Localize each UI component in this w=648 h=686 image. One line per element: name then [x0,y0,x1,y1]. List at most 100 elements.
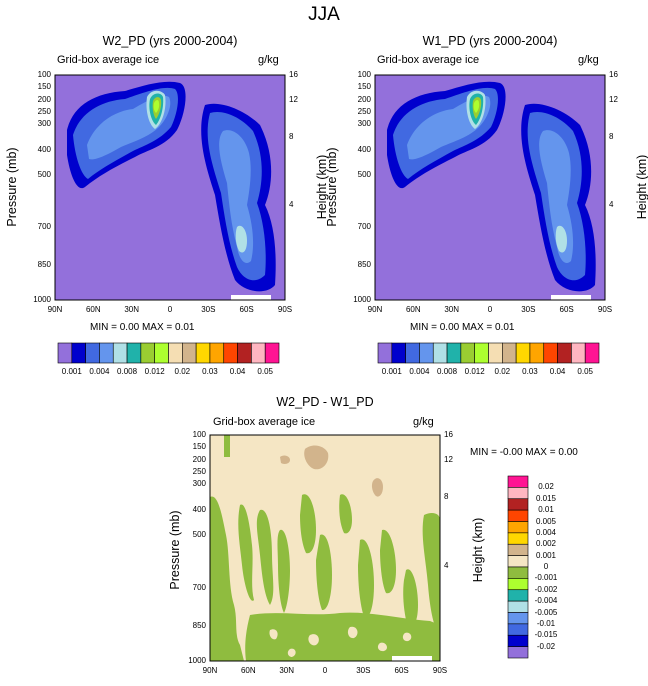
y-tick-label-pressure: 200 [37,95,51,104]
y-tick-label-pressure: 100 [192,430,206,439]
y-tick-label-pressure: 500 [192,530,206,540]
colorbar-swatch [432,342,448,364]
panel3-positive-blob-2 [280,455,290,464]
x-tick-label: 30S [356,666,371,675]
y-tick-label-pressure: 250 [357,107,371,116]
colorbar-swatch [507,634,529,647]
colorbar-level-label: -0.004 [534,596,558,606]
panel3-speckle-3 [347,626,358,639]
panel3-units: g/kg [413,416,434,428]
panel3-negative-region-f [300,494,316,554]
y-tick-label-pressure: 200 [357,95,371,104]
panel2-title: W1_PD (yrs 2000-2004) [422,34,558,48]
colorbar-level-label: 0.001 [61,367,82,376]
y-tick-label-pressure: 500 [37,170,51,179]
panel3-negative-region-j [380,529,396,594]
colorbar-level-label: -0.01 [536,618,556,628]
panel2-plot [374,74,606,301]
colorbar-swatch [507,521,529,534]
panel3-speckle-6 [402,632,412,642]
panel3-subtitle-left: Grid-box average ice [213,416,316,428]
panel3-negative-region-b [210,496,244,661]
panel2-sh-region-pale [555,225,567,253]
colorbar-level-label: 0.015 [535,493,557,503]
colorbar-level-label: 0.002 [535,539,557,549]
x-tick-label: 90N [47,305,63,314]
panel3-colorbar [507,475,529,659]
x-tick-label: 60N [240,666,256,675]
panel1-nh-region-peak [153,100,160,113]
y-tick-label-pressure: 300 [357,119,371,128]
panel1-minmax: MIN = 0.00 MAX = 0.01 [90,322,195,333]
panel3-negative-region-a [224,435,230,457]
panel3-speckle-1 [269,629,278,640]
y-tick-label-pressure: 400 [37,145,51,154]
panel3-negative-region-m [245,612,440,661]
x-tick-label: 0 [487,305,493,314]
colorbar-swatch [377,342,393,364]
y-tick-label-pressure: 250 [192,467,206,477]
y-tick-label-pressure: 300 [192,479,206,489]
colorbar-swatch [99,342,114,364]
y-tick-label-height: 4 [289,200,294,209]
panel2-minmax: MIN = 0.00 MAX = 0.01 [410,322,515,333]
y-tick-label-pressure: 500 [357,170,371,179]
y-tick-label-pressure: 1000 [33,295,51,304]
x-tick-label: 90S [597,305,613,314]
panel3-negative-region-l [422,512,440,635]
panel3-title: W2_PD - W1_PD [276,395,374,409]
colorbar-swatch [502,342,517,364]
panel2-ylabel-left: Pressure (mb) [325,147,339,227]
colorbar-swatch [507,487,529,500]
panel1-plot [54,74,286,301]
figure-title: JJA [308,4,340,25]
colorbar-swatch [264,342,280,364]
x-tick-label: 30N [124,305,139,314]
y-tick-label-pressure: 1000 [353,295,371,304]
colorbar-swatch [507,578,529,591]
x-tick-label: 60S [239,305,254,314]
x-tick-label: 30N [279,666,294,675]
panel2-frame [374,74,606,301]
panel2-bottom-right-mask [551,295,591,300]
colorbar-swatch [237,342,252,364]
colorbar-level-label: 0.05 [257,367,273,376]
panel1-sh-region-pale [235,225,247,253]
colorbar-swatch [507,543,529,556]
y-tick-label-height: 4 [609,200,614,209]
y-tick-label-height: 8 [609,132,614,141]
colorbar-swatch [112,342,128,364]
panel1-colorbar [57,342,280,364]
colorbar-level-label: 0.01 [538,505,554,515]
y-tick-label-height: 12 [444,455,453,465]
colorbar-swatch [419,342,434,364]
colorbar-level-label: 0.02 [538,482,554,492]
panel2-colorbar [377,342,600,364]
y-tick-label-pressure: 300 [37,119,51,128]
colorbar-level-label: 0.008 [437,367,458,376]
colorbar-level-label: 0.05 [577,367,593,376]
colorbar-swatch [515,342,531,364]
y-tick-label-height: 4 [444,560,449,570]
colorbar-level-label: 0.02 [174,367,191,376]
colorbar-swatch [571,342,586,364]
y-tick-label-pressure: 400 [357,145,371,154]
colorbar-swatch [584,342,600,364]
x-tick-label: 90S [277,305,293,314]
panel3-negative-region-e [277,529,290,613]
x-tick-label: 60S [394,666,409,675]
colorbar-swatch [474,342,489,364]
y-tick-label-height: 16 [609,70,618,79]
colorbar-swatch [126,342,142,364]
colorbar-swatch [57,342,73,364]
panel3-speckle-2 [308,634,319,646]
colorbar-swatch [209,342,225,364]
colorbar-level-label: -0.005 [534,607,558,617]
y-tick-label-pressure: 850 [37,260,51,269]
colorbar-level-label: 0.012 [464,367,485,376]
colorbar-swatch [507,612,529,625]
colorbar-level-label: 0.012 [144,367,165,376]
colorbar-level-label: 0 [543,562,549,571]
panel2-ylabel-right: Height (km) [635,154,648,220]
panel3-negative-region-i [358,539,374,618]
